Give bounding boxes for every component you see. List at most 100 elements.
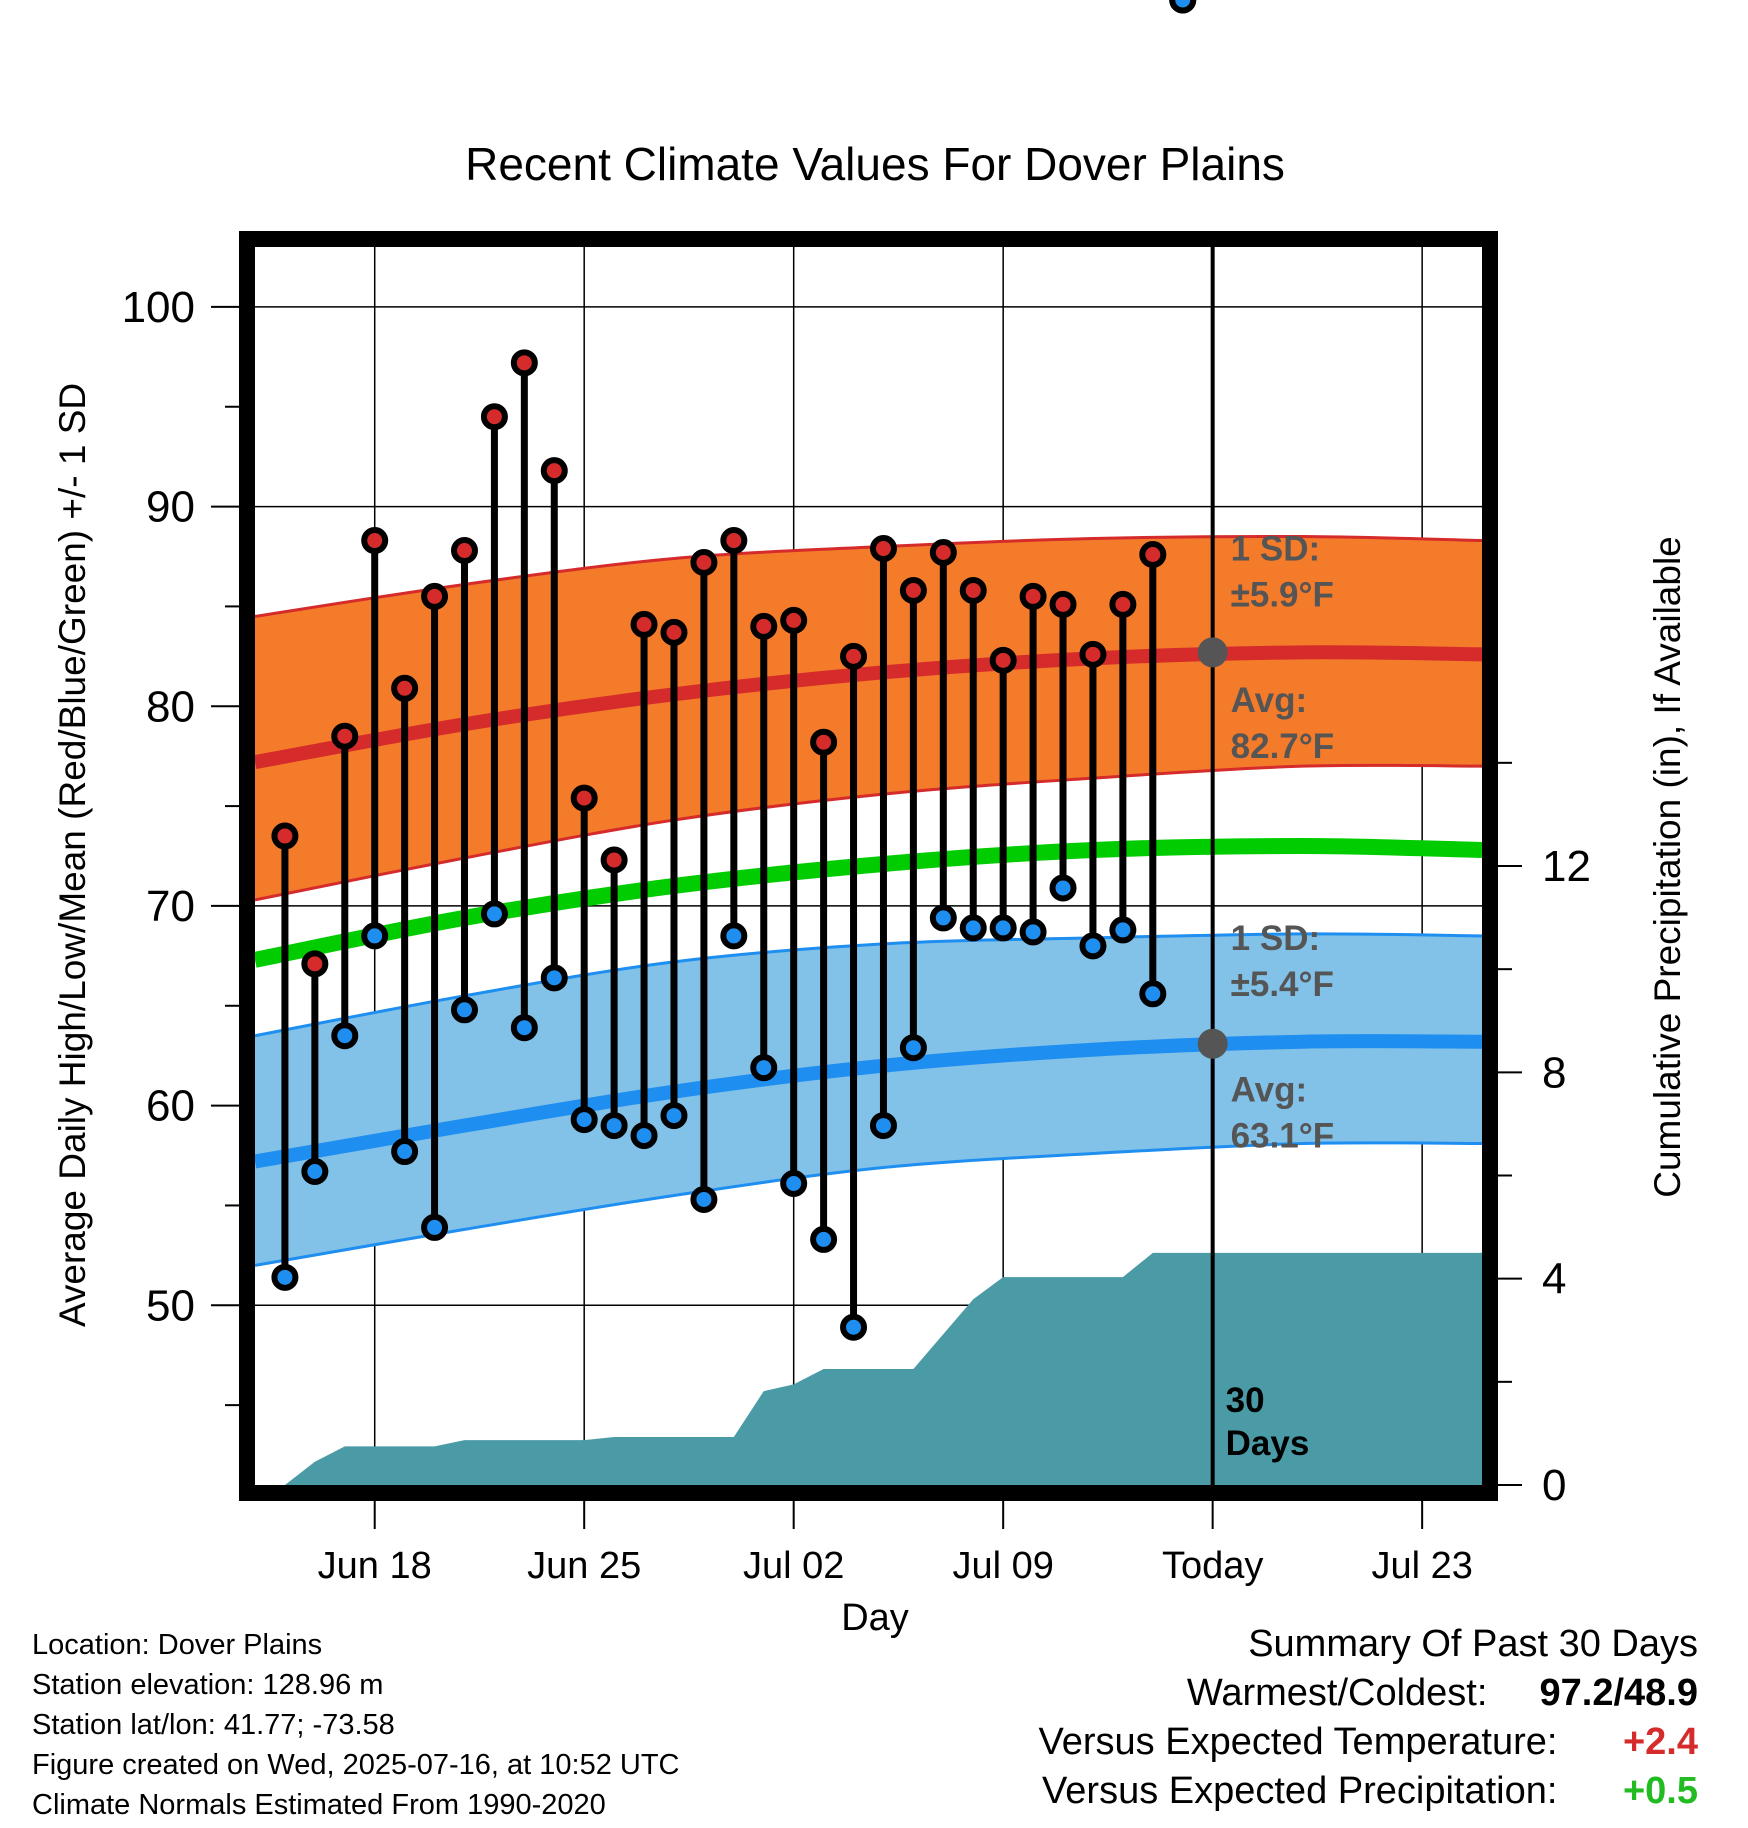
summary-panel: Summary Of Past 30 Days Warmest/Coldest:… xyxy=(1039,1620,1698,1816)
high-sd-band xyxy=(255,536,1482,900)
daily-high-point xyxy=(959,576,987,604)
summary-precip-value: +0.5 xyxy=(1622,1770,1698,1812)
daily-high-point xyxy=(421,582,449,610)
daily-high-point xyxy=(989,646,1017,674)
daily-high-point xyxy=(810,728,838,756)
daily-low-point xyxy=(1019,918,1047,946)
summary-title: Summary Of Past 30 Days xyxy=(1248,1623,1698,1665)
daily-low-point xyxy=(600,1112,628,1140)
daily-high-point xyxy=(480,403,508,431)
daily-high-point xyxy=(720,527,748,555)
high-avg-value: 82.7°F xyxy=(1231,727,1335,766)
summary-temp-label: Versus Expected Temperature: xyxy=(1038,1721,1558,1763)
daily-high-point xyxy=(540,457,568,485)
daily-low-point xyxy=(1169,0,1197,14)
today-high-avg-marker xyxy=(1197,637,1228,668)
daily-high-point xyxy=(630,610,658,638)
daily-high-point xyxy=(600,846,628,874)
daily-low-point xyxy=(361,922,389,950)
daily-high-point xyxy=(1109,590,1137,618)
daily-low-point xyxy=(929,904,957,932)
daily-low-point xyxy=(810,1225,838,1253)
daily-high-point xyxy=(391,674,419,702)
y2-tick-label: 4 xyxy=(1542,1255,1566,1304)
daily-high-point xyxy=(510,349,538,377)
daily-high-point xyxy=(1019,582,1047,610)
summary-warmest-label: Warmest/Coldest: xyxy=(1186,1672,1488,1714)
period-label-number: 30 xyxy=(1226,1381,1265,1420)
daily-low-point xyxy=(271,1263,299,1291)
summary-warmest-value: 97.2/48.9 xyxy=(1539,1672,1698,1714)
daily-low-point xyxy=(301,1158,329,1186)
daily-high-point xyxy=(750,612,778,640)
daily-high-point xyxy=(361,527,389,555)
daily-low-point xyxy=(450,996,478,1024)
daily-low-point xyxy=(630,1122,658,1150)
daily-low-point xyxy=(750,1054,778,1082)
plot-frame xyxy=(239,231,1498,1501)
daily-low-point xyxy=(480,900,508,928)
daily-high-point xyxy=(660,618,688,646)
daily-low-point xyxy=(869,1112,897,1140)
high-sd-label: 1 SD: xyxy=(1231,529,1320,568)
daily-low-point xyxy=(720,922,748,950)
daily-low-point xyxy=(840,1313,868,1341)
high-sd-value: ±5.9°F xyxy=(1231,575,1334,614)
daily-low-point xyxy=(899,1034,927,1062)
y2-axis-label: Cumulative Precipitation (in), If Availa… xyxy=(1647,536,1688,1198)
daily-low-point xyxy=(421,1213,449,1241)
daily-high-point xyxy=(301,950,329,978)
footer-created: Figure created on Wed, 2025-07-16, at 10… xyxy=(32,1749,680,1781)
y2-tick-label: 0 xyxy=(1542,1461,1566,1510)
y-tick-label: 60 xyxy=(146,1082,195,1131)
daily-low-point xyxy=(510,1014,538,1042)
daily-high-point xyxy=(1079,640,1107,668)
low-sd-band xyxy=(255,933,1482,1266)
daily-high-point xyxy=(271,822,299,850)
daily-low-point xyxy=(1139,980,1167,1008)
footer-normals: Climate Normals Estimated From 1990-2020 xyxy=(32,1789,606,1821)
daily-low-point xyxy=(989,914,1017,942)
summary-temp-value: +2.4 xyxy=(1622,1721,1698,1763)
y-tick-label: 100 xyxy=(122,283,195,332)
x-tick-label: Today xyxy=(1162,1545,1263,1587)
daily-low-point xyxy=(570,1106,598,1134)
x-tick-label: Jul 23 xyxy=(1371,1545,1472,1587)
daily-high-point xyxy=(570,784,598,812)
footer-info: Location: Dover Plains Station elevation… xyxy=(32,1625,680,1825)
daily-high-point xyxy=(1049,590,1077,618)
x-tick-label: Jun 25 xyxy=(527,1545,641,1587)
y2-tick-label: 12 xyxy=(1542,842,1591,891)
daily-high-point xyxy=(450,537,478,565)
daily-low-point xyxy=(1049,874,1077,902)
high-avg-label: Avg: xyxy=(1231,681,1307,720)
daily-high-point xyxy=(929,539,957,567)
y-tick-label: 80 xyxy=(146,682,195,731)
daily-low-point xyxy=(540,964,568,992)
footer-latlon: Station lat/lon: 41.77; -73.58 xyxy=(32,1709,395,1741)
x-tick-label: Jul 09 xyxy=(952,1545,1053,1587)
y-tick-label: 50 xyxy=(146,1281,195,1330)
y2-tick-label: 8 xyxy=(1542,1048,1566,1097)
summary-precip-label: Versus Expected Precipitation: xyxy=(1042,1770,1558,1812)
daily-high-point xyxy=(780,606,808,634)
y-tick-label: 70 xyxy=(146,882,195,931)
x-tick-label: Jul 02 xyxy=(743,1545,844,1587)
daily-low-point xyxy=(660,1102,688,1130)
y-tick-label: 90 xyxy=(146,483,195,532)
footer-location: Location: Dover Plains xyxy=(32,1629,323,1661)
daily-low-point xyxy=(690,1185,718,1213)
daily-low-point xyxy=(1079,932,1107,960)
footer-elevation: Station elevation: 128.96 m xyxy=(32,1669,384,1701)
period-label-days: Days xyxy=(1226,1424,1310,1463)
daily-low-point xyxy=(959,914,987,942)
low-avg-label: Avg: xyxy=(1231,1071,1307,1110)
daily-high-point xyxy=(690,548,718,576)
summary-temp-row: Versus Expected Temperature: +2.4 xyxy=(1039,1718,1698,1767)
summary-precip-row: Versus Expected Precipitation: +0.5 xyxy=(1039,1767,1698,1816)
daily-low-point xyxy=(1109,916,1137,944)
chart-title: Recent Climate Values For Dover Plains xyxy=(465,138,1285,190)
daily-low-point xyxy=(780,1169,808,1197)
summary-warmest-row: Warmest/Coldest: 97.2/48.9 xyxy=(1039,1669,1698,1718)
